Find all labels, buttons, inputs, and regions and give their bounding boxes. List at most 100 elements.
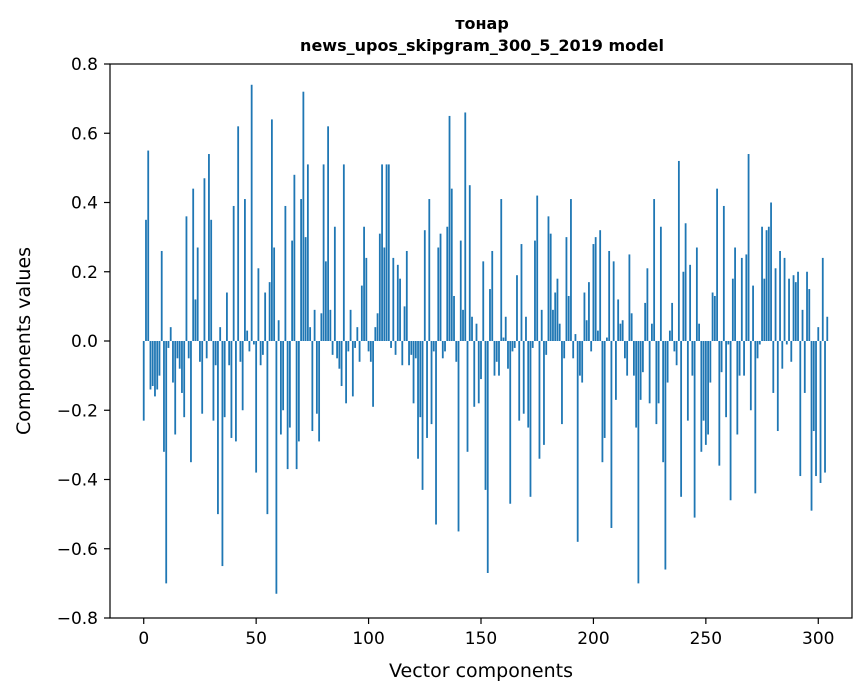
bar-172 xyxy=(529,341,532,497)
bar-46 xyxy=(246,330,249,341)
bar-69 xyxy=(297,341,300,442)
bar-224 xyxy=(646,268,649,341)
bar-79 xyxy=(320,313,323,341)
bar-94 xyxy=(354,341,356,348)
bar-156 xyxy=(493,341,496,376)
bar-191 xyxy=(572,341,575,359)
bar-52 xyxy=(259,341,262,366)
bar-264 xyxy=(736,341,739,435)
bar-180 xyxy=(547,216,550,341)
bar-45 xyxy=(244,199,246,341)
bar-247 xyxy=(698,323,700,341)
bar-43 xyxy=(239,341,242,362)
bar-32 xyxy=(214,341,217,366)
bar-106 xyxy=(381,164,383,341)
bar-57 xyxy=(270,119,273,342)
bar-239 xyxy=(680,341,683,497)
bar-97 xyxy=(360,285,363,341)
bar-112 xyxy=(394,341,397,355)
bar-183 xyxy=(554,292,557,341)
bar-240 xyxy=(682,271,685,341)
bar-63 xyxy=(284,205,287,341)
bar-125 xyxy=(423,230,426,341)
bar-88 xyxy=(340,341,343,387)
bar-20 xyxy=(187,341,190,359)
bar-294 xyxy=(803,341,806,393)
bar-281 xyxy=(774,268,777,341)
bar-44 xyxy=(241,341,244,411)
bar-291 xyxy=(797,271,799,341)
bar-117 xyxy=(405,250,408,341)
bar-153 xyxy=(486,341,489,573)
bar-266 xyxy=(740,257,743,341)
y-tick-label-6: 0.4 xyxy=(71,194,98,214)
bar-226 xyxy=(650,323,653,341)
bar-110 xyxy=(390,341,392,348)
bar-222 xyxy=(641,341,644,373)
bar-215 xyxy=(626,341,629,376)
bar-188 xyxy=(565,237,568,342)
bar-160 xyxy=(502,337,505,341)
bar-219 xyxy=(635,341,638,428)
bar-66 xyxy=(291,240,294,341)
bar-184 xyxy=(556,278,559,341)
bar-114 xyxy=(399,278,401,341)
bar-81 xyxy=(324,261,327,341)
bar-137 xyxy=(450,188,453,341)
bar-170 xyxy=(525,316,527,341)
bar-26 xyxy=(201,341,204,414)
bar-107 xyxy=(383,247,386,341)
bar-231 xyxy=(662,341,665,463)
bar-5 xyxy=(154,341,156,397)
bar-53 xyxy=(262,341,264,355)
bar-210 xyxy=(615,341,617,400)
bar-185 xyxy=(558,323,561,341)
bar-177 xyxy=(540,309,543,341)
y-tick-label-4: 0.0 xyxy=(71,332,98,352)
bar-27 xyxy=(203,178,206,341)
bar-143 xyxy=(464,112,467,341)
y-axis-label: Components values xyxy=(13,247,35,435)
bar-29 xyxy=(208,154,210,341)
bar-98 xyxy=(363,226,365,341)
bar-292 xyxy=(799,341,802,477)
bar-141 xyxy=(459,240,462,341)
x-axis-label: Vector components xyxy=(389,660,573,682)
bar-48 xyxy=(250,84,253,342)
bar-277 xyxy=(765,230,768,341)
bar-93 xyxy=(351,341,354,397)
bar-109 xyxy=(387,164,390,341)
bar-230 xyxy=(659,226,662,341)
bar-150 xyxy=(480,341,482,380)
bar-165 xyxy=(513,341,516,348)
bar-269 xyxy=(747,154,750,341)
bar-100 xyxy=(367,341,370,352)
bar-221 xyxy=(639,341,642,400)
bar-233 xyxy=(666,341,669,383)
bar-138 xyxy=(453,295,455,341)
bar-99 xyxy=(365,257,368,341)
bar-256 xyxy=(718,341,721,466)
bar-136 xyxy=(448,115,451,341)
bar-300 xyxy=(817,327,820,341)
bar-237 xyxy=(675,341,678,366)
bar-190 xyxy=(570,199,572,341)
bar-267 xyxy=(743,341,745,376)
bar-161 xyxy=(504,316,507,341)
bar-74 xyxy=(309,327,312,341)
bar-157 xyxy=(495,341,498,362)
y-tick-label-8: 0.8 xyxy=(71,55,98,75)
bar-72 xyxy=(304,237,307,342)
bar-162 xyxy=(507,341,509,369)
bar-212 xyxy=(619,323,622,341)
bar-96 xyxy=(358,341,361,362)
bar-42 xyxy=(237,126,240,341)
bar-149 xyxy=(477,341,480,404)
bar-105 xyxy=(378,233,381,341)
bar-51 xyxy=(257,268,260,341)
y-tick-label-2: −0.4 xyxy=(57,471,98,491)
bar-132 xyxy=(439,233,442,341)
bars-group xyxy=(142,84,829,594)
bar-193 xyxy=(576,341,579,542)
bar-139 xyxy=(455,341,458,362)
